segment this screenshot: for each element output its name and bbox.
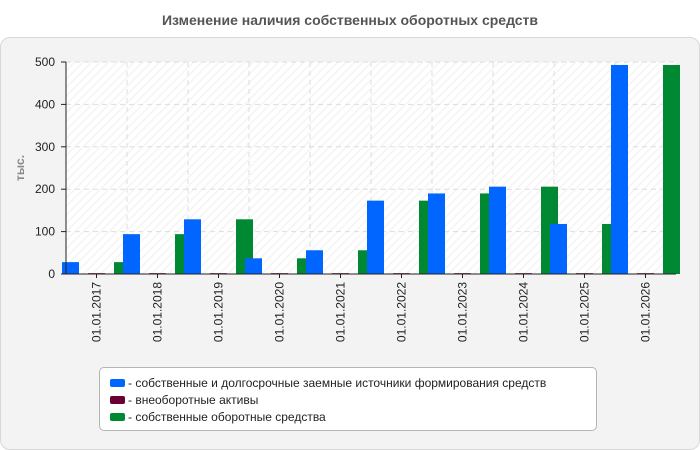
- bar-sources: [367, 200, 384, 274]
- legend-label: - внеоборотные активы: [128, 392, 259, 407]
- legend-swatch-noncurrent: [110, 395, 125, 404]
- x-tick-label: 01.01.2020: [273, 282, 287, 342]
- legend-item: - собственные и долгосрочные заемные ист…: [110, 374, 596, 391]
- x-tick-label: 01.01.2019: [212, 282, 226, 342]
- y-tick-label: 0: [48, 267, 55, 281]
- legend-item: - собственные оборотные средства: [110, 408, 596, 425]
- bar-sources: [428, 193, 445, 274]
- y-tick-label: 300: [35, 140, 55, 154]
- bar-sources: [550, 223, 567, 274]
- legend-item: - внеоборотные активы: [110, 391, 596, 408]
- x-tick-label: 01.01.2018: [151, 282, 165, 342]
- axes-group: [65, 62, 676, 275]
- legend: - собственные и долгосрочные заемные ист…: [99, 367, 597, 431]
- y-tick-labels: 0 100 200 300 400 500: [35, 55, 66, 281]
- y-axis-label: тыс.: [13, 155, 27, 181]
- y-tick-label: 200: [35, 182, 55, 196]
- legend-label: - собственные и долгосрочные заемные ист…: [128, 375, 547, 390]
- x-tick-label: 01.01.2021: [334, 282, 348, 342]
- bar-working-capital: [114, 262, 131, 274]
- bars-group: [62, 64, 680, 274]
- legend-swatch-sources: [110, 378, 125, 387]
- bar-sources: [62, 262, 79, 274]
- x-tick-label: 01.01.2017: [90, 282, 104, 342]
- chart-title: Изменение наличия собственных оборотных …: [161, 12, 539, 28]
- y-tick-label: 400: [35, 97, 55, 111]
- x-tick-label: 01.01.2026: [639, 282, 653, 342]
- legend-swatch-working-capital: [110, 412, 125, 421]
- bar-working-capital: [663, 64, 680, 274]
- y-tick-label: 500: [35, 55, 55, 69]
- x-tick-labels: 01.01.2017 01.01.2018 01.01.2019 01.01.2020…: [90, 274, 653, 342]
- legend-label: - собственные оборотные средства: [128, 409, 326, 424]
- x-tick-label: 01.01.2025: [578, 282, 592, 342]
- bar-sources: [184, 219, 201, 274]
- bar-sources: [611, 64, 628, 274]
- bar-sources: [489, 186, 506, 274]
- bar-sources: [245, 258, 262, 274]
- y-tick-label: 100: [35, 225, 55, 239]
- x-tick-label: 01.01.2022: [395, 282, 409, 342]
- bar-sources: [306, 250, 323, 274]
- grid-lines: [66, 61, 676, 274]
- x-tick-label: 01.01.2024: [517, 282, 531, 342]
- bar-sources: [123, 234, 140, 274]
- x-tick-label: 01.01.2023: [456, 282, 470, 342]
